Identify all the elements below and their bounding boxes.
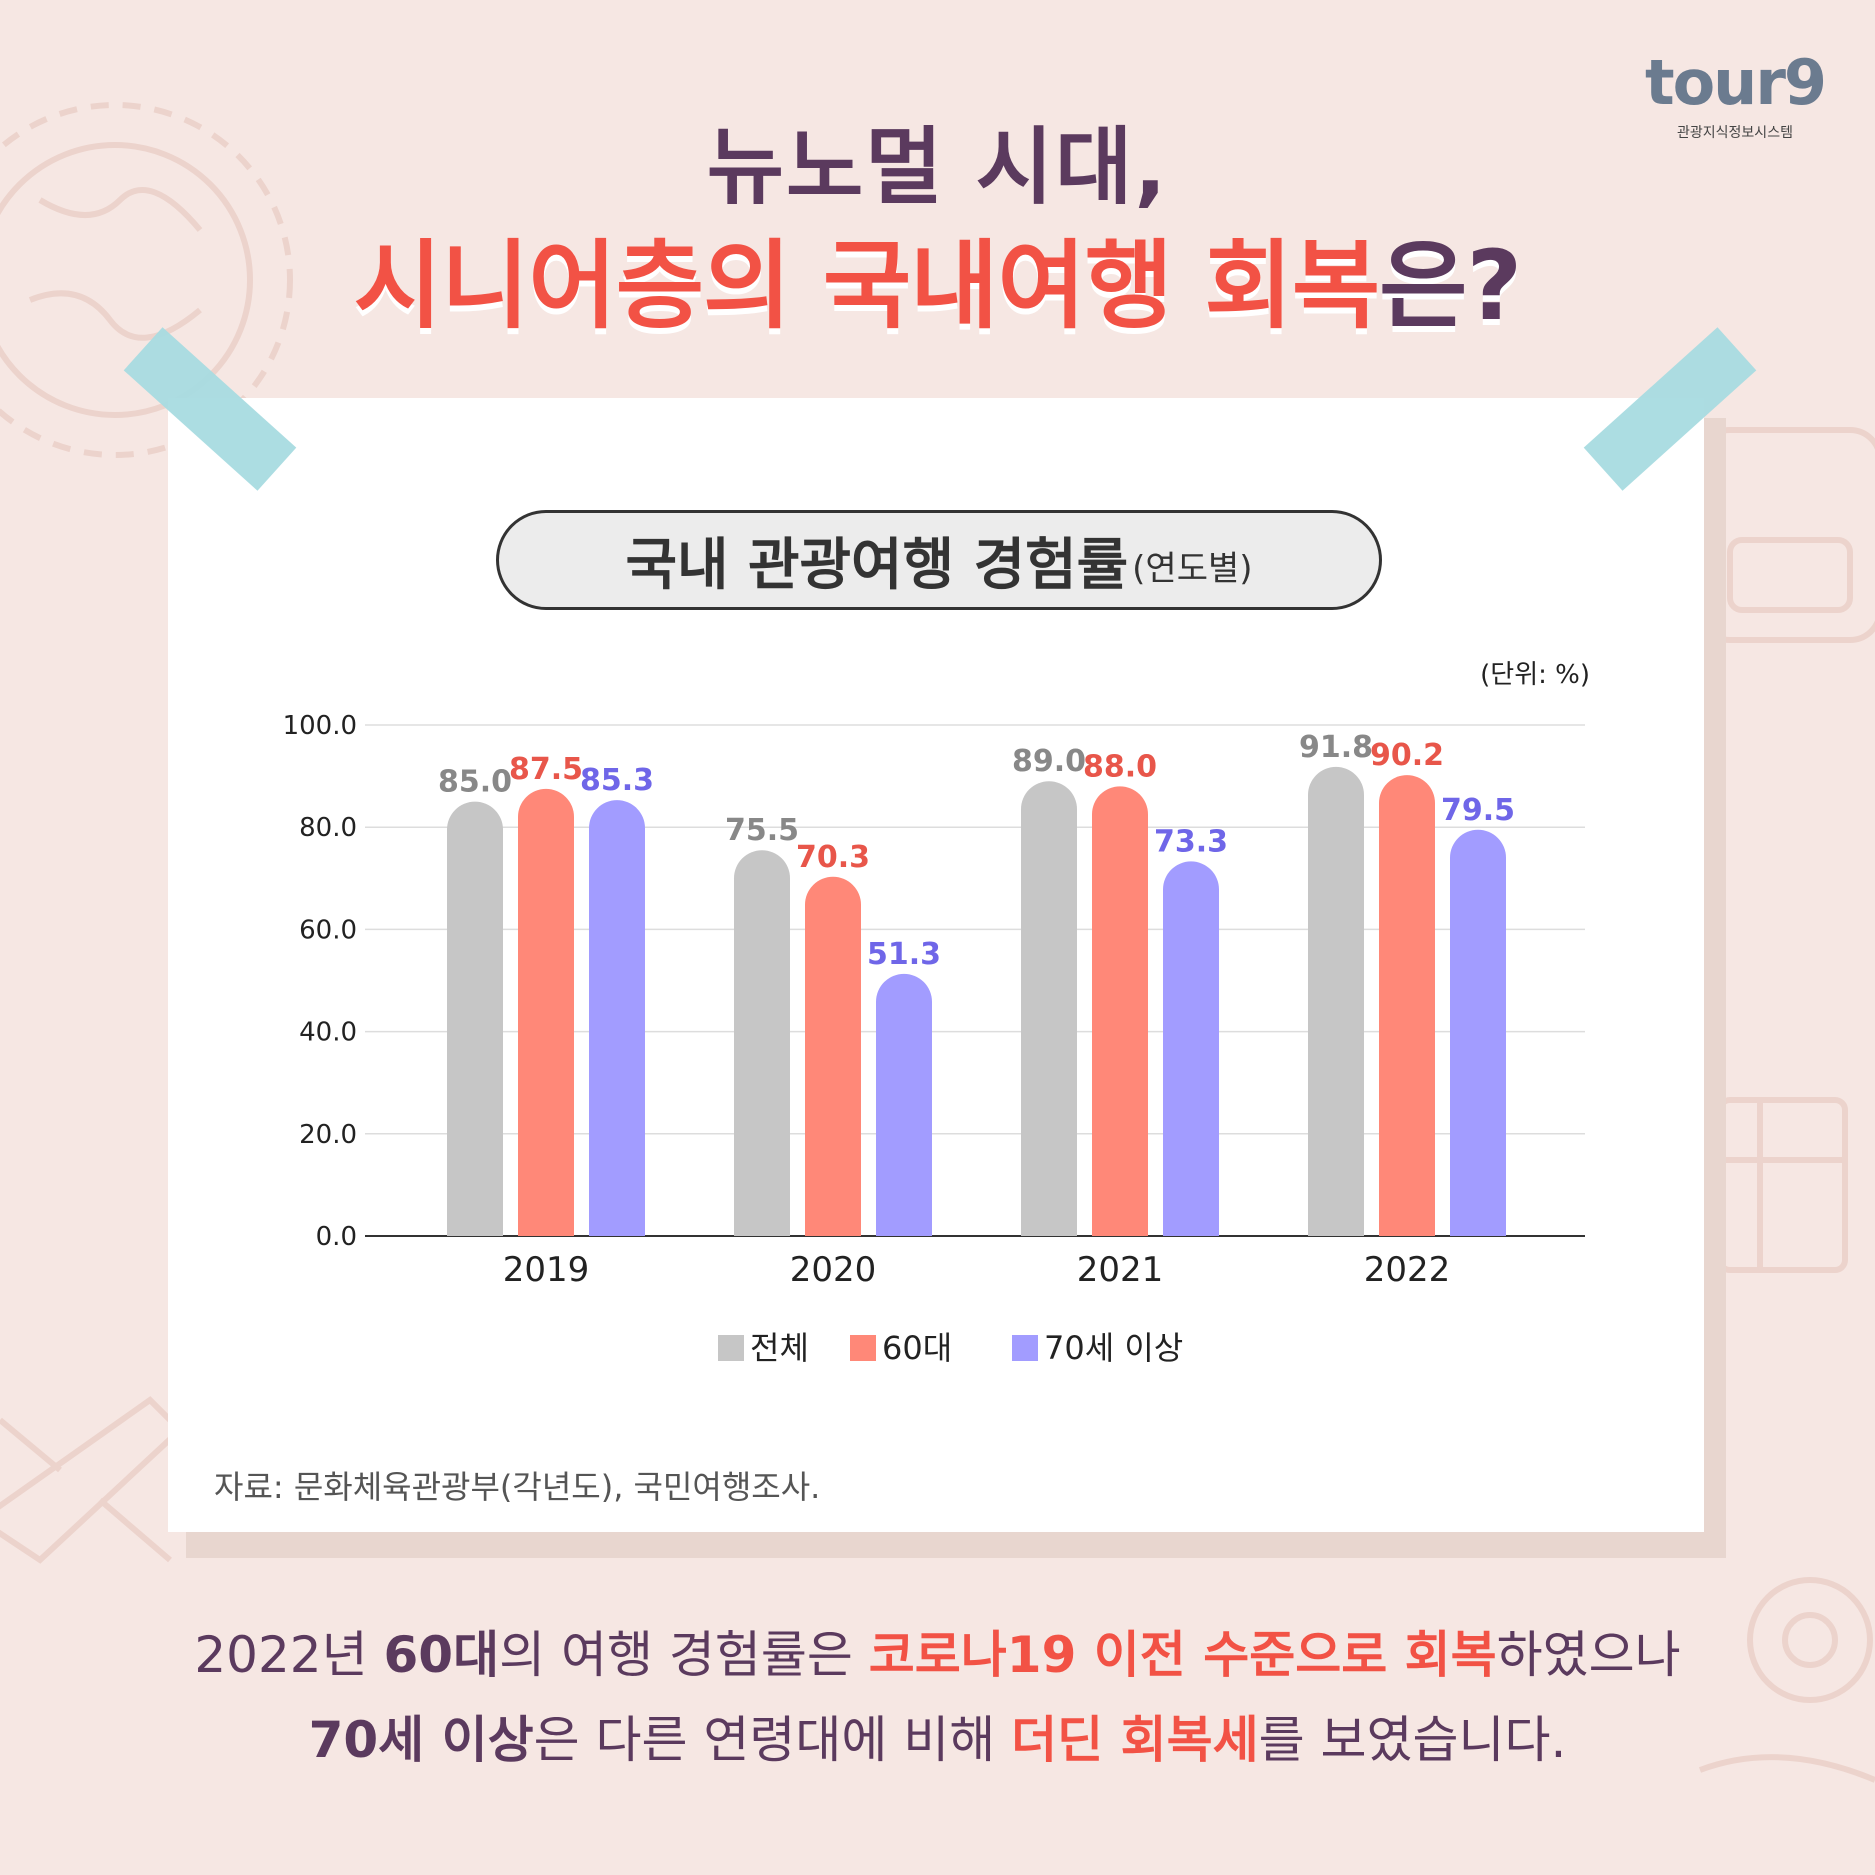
data-label: 90.2: [1370, 738, 1444, 773]
bar: [1021, 781, 1077, 1236]
y-tick-label: 40.0: [299, 1018, 357, 1048]
data-label: 87.5: [509, 752, 583, 787]
chart-title-pill: 국내 관광여행 경험률 (연도별): [496, 510, 1382, 610]
data-label: 75.5: [725, 813, 799, 848]
headline-highlight: 시니어층의 국내여행 회복: [353, 230, 1380, 342]
summary-text: 하였으나: [1496, 1626, 1681, 1684]
bar: [876, 973, 932, 1236]
data-label: 88.0: [1083, 749, 1157, 784]
legend-label: 전체: [750, 1329, 809, 1367]
unit-label: (단위: %): [1480, 660, 1590, 690]
y-tick-label: 60.0: [299, 915, 357, 945]
data-label: 79.5: [1441, 793, 1515, 828]
summary-text: 의 여행 경험률은: [499, 1626, 869, 1684]
summary-line1: 2022년 60대의 여행 경험률은 코로나19 이전 수준으로 회복하였으나: [0, 1615, 1875, 1687]
bar: [805, 876, 861, 1236]
summary-highlight: 코로나19 이전 수준으로 회복: [868, 1626, 1497, 1684]
chart-subtitle: (연도별): [1132, 548, 1253, 589]
headline-suffix: 은?: [1379, 230, 1522, 342]
y-tick-label: 0.0: [316, 1222, 357, 1252]
chart-title: 국내 관광여행 경험률: [625, 532, 1129, 598]
bar: [447, 801, 503, 1236]
bar: [1163, 861, 1219, 1236]
y-tick-label: 100.0: [283, 711, 357, 741]
legend-swatch: [1012, 1335, 1038, 1361]
bar: [1092, 786, 1148, 1236]
data-label: 73.3: [1154, 824, 1228, 859]
tour9-logo: tour9 관광지식정보시스템: [1630, 52, 1840, 142]
data-label: 91.8: [1299, 730, 1373, 765]
y-tick-label: 80.0: [299, 813, 357, 843]
logo-subtitle: 관광지식정보시스템: [1677, 125, 1793, 141]
headline-line2: 시니어층의 국내여행 회복은?: [0, 208, 1875, 347]
x-tick-label: 2019: [503, 1250, 590, 1290]
summary-emphasis: 70세 이상: [308, 1711, 534, 1769]
data-label: 70.3: [796, 840, 870, 875]
summary-emphasis: 60대: [383, 1626, 500, 1684]
data-label: 51.3: [867, 937, 941, 972]
x-tick-label: 2021: [1077, 1250, 1164, 1290]
x-tick-label: 2020: [790, 1250, 877, 1290]
data-label: 85.3: [580, 763, 654, 798]
data-label: 85.0: [438, 765, 512, 800]
logo-wordmark: tour9: [1644, 46, 1827, 119]
summary-text: 를 보였습니다.: [1258, 1711, 1567, 1769]
source-note: 자료: 문화체육관광부(각년도), 국민여행조사.: [214, 1468, 821, 1506]
legend-swatch: [718, 1335, 744, 1361]
legend-label: 70세 이상: [1044, 1329, 1183, 1367]
headline-line1: 뉴노멀 시대,: [706, 118, 1169, 216]
y-tick-label: 20.0: [299, 1120, 357, 1150]
bar: [518, 788, 574, 1236]
x-tick-label: 2022: [1364, 1250, 1451, 1290]
legend-label: 60대: [882, 1329, 952, 1367]
bar: [1450, 829, 1506, 1236]
legend-swatch: [850, 1335, 876, 1361]
summary-highlight: 더딘 회복세: [1011, 1711, 1259, 1769]
summary-text: 은 다른 연령대에 비해: [533, 1711, 1012, 1769]
bar: [734, 850, 790, 1236]
bar: [589, 800, 645, 1236]
data-label: 89.0: [1012, 744, 1086, 779]
bar: [1379, 775, 1435, 1236]
summary-line2: 70세 이상은 다른 연령대에 비해 더딘 회복세를 보였습니다.: [0, 1700, 1875, 1772]
summary-text: 2022년: [194, 1626, 384, 1684]
bar: [1308, 766, 1364, 1236]
